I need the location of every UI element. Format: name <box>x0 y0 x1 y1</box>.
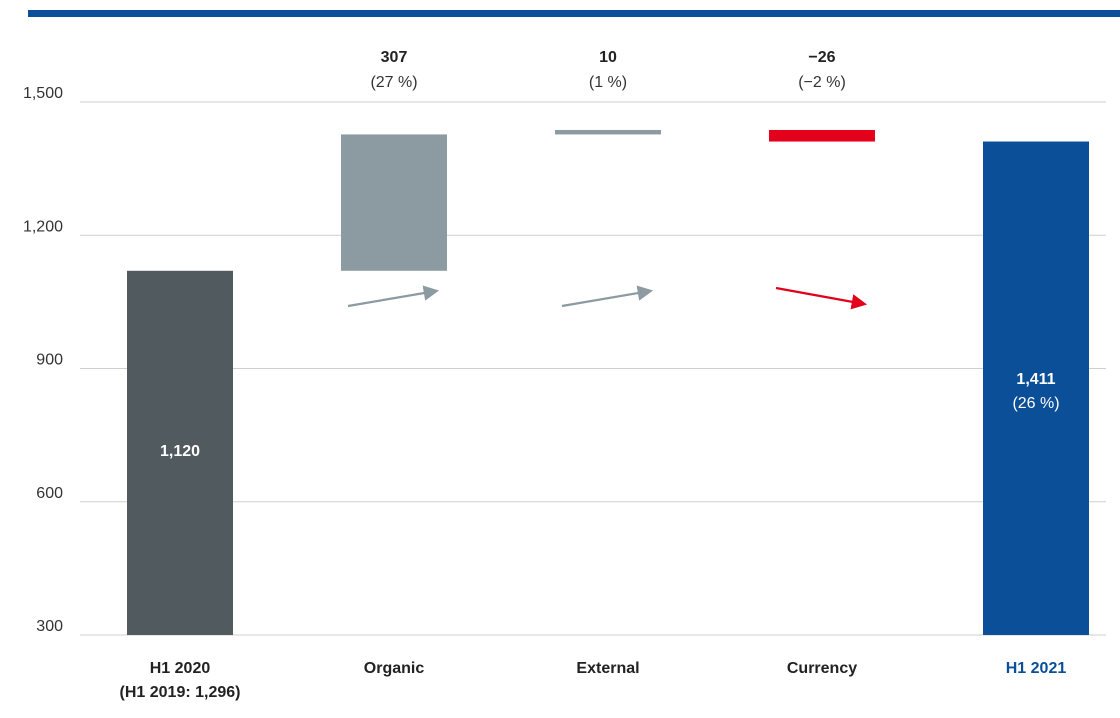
y-tick-label: 1,500 <box>23 85 63 102</box>
arrow-down-icon <box>775 286 868 310</box>
arrow-up-icon <box>347 285 440 308</box>
percent-label: (26 %) <box>1012 395 1059 412</box>
y-axis-ticks: 300 600 900 1,200 1,500 <box>23 85 63 635</box>
bar-h1-2021 <box>983 141 1089 636</box>
top-accent-bar <box>28 10 1120 17</box>
value-label: 307 <box>381 49 408 66</box>
y-tick-label: 900 <box>36 352 63 369</box>
y-tick-label: 1,200 <box>23 218 63 235</box>
bar-currency <box>769 129 875 142</box>
gridlines <box>80 101 1106 636</box>
bar-h1-2020 <box>127 270 233 635</box>
trend-arrows <box>347 285 868 310</box>
bar-external <box>555 129 661 135</box>
category-label: H1 2021 <box>1006 660 1067 677</box>
category-label: External <box>576 660 639 677</box>
category-label: Organic <box>364 660 425 677</box>
value-labels: 1,120 307 (27 %) 10 (1 %) −26 (−2 %) 1,411 (26 %… <box>160 49 1060 460</box>
value-label: 1,411 <box>1016 371 1055 388</box>
percent-label: (1 %) <box>589 74 627 91</box>
percent-label: (−2 %) <box>798 74 846 91</box>
x-axis-categories: H1 2020 (H1 2019: 1,296) Organic External Cu… <box>120 660 1067 701</box>
percent-label: (27 %) <box>370 74 417 91</box>
arrow-up-icon <box>561 285 654 308</box>
y-tick-label: 300 <box>36 618 63 635</box>
y-tick-label: 600 <box>36 485 63 502</box>
bar-organic <box>341 134 447 271</box>
value-label: 10 <box>599 49 617 66</box>
value-label: −26 <box>808 49 835 66</box>
bars <box>127 129 1089 636</box>
value-label: 1,120 <box>160 443 200 460</box>
category-sublabel: (H1 2019: 1,296) <box>120 684 241 701</box>
category-label: Currency <box>787 660 857 677</box>
category-label: H1 2020 <box>150 660 211 677</box>
